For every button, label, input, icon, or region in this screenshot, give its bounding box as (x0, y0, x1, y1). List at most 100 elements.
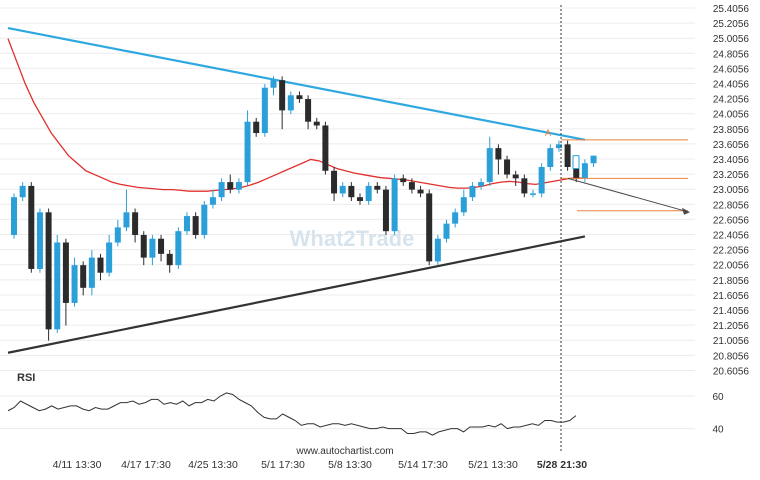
bullish-candle (547, 148, 554, 168)
resistance-trend-line (7, 26, 586, 141)
bullish-candle (581, 163, 588, 179)
bullish-candle (287, 95, 294, 111)
bearish-candle (140, 234, 147, 258)
source-url: www.autochartist.com (295, 446, 393, 457)
bullish-candle (469, 185, 476, 198)
bearish-candle (417, 189, 424, 194)
bearish-candle (408, 182, 415, 190)
time-tick-label: 4/11 13:30 (53, 459, 102, 471)
price-tick-label: 21.2056 (713, 321, 750, 332)
bearish-candle (521, 178, 528, 194)
price-tick-label: 24.6056 (713, 64, 750, 75)
bullish-candle (106, 242, 113, 273)
price-tick-label: 23.4056 (713, 155, 750, 166)
time-tick-label-current: 5/28 21:30 (537, 459, 587, 471)
bullish-candle (530, 193, 536, 195)
bearish-candle (192, 216, 199, 235)
bullish-candle (123, 212, 130, 228)
forming-candle (572, 155, 580, 170)
price-tick-label: 22.4056 (713, 231, 750, 242)
bearish-candle (45, 212, 52, 330)
price-tick-label: 22.2056 (713, 246, 750, 257)
bullish-candle (114, 227, 121, 243)
bullish-candle (460, 197, 467, 213)
price-tick-label: 24.8056 (713, 49, 750, 60)
time-tick-label: 5/14 17:30 (398, 459, 448, 471)
price-tick-label: 24.2056 (713, 95, 750, 106)
bearish-candle (504, 159, 511, 175)
bearish-candle (62, 242, 69, 303)
bullish-candle (244, 121, 251, 183)
moving-average-line (7, 38, 588, 192)
bullish-candle (391, 178, 398, 232)
bearish-candle (97, 257, 104, 273)
bearish-candle (28, 185, 35, 269)
bearish-candle (296, 95, 303, 100)
trend-lines (7, 26, 586, 354)
rsi-tick-label: 60 (712, 392, 724, 403)
price-tick-label: 25.0056 (713, 34, 750, 45)
price-tick-label: 23.2056 (713, 170, 750, 181)
bullish-candle (452, 212, 459, 224)
bearish-candle (426, 193, 433, 262)
bullish-candle (175, 231, 182, 266)
candlesticks (11, 76, 597, 341)
key-levels: A (545, 128, 690, 215)
bullish-candle (218, 182, 225, 198)
bearish-candle (132, 212, 139, 235)
time-tick-label: 5/8 13:30 (328, 459, 372, 471)
bearish-candle (166, 253, 173, 266)
price-axis: 25.4056 25.2056 25.0056 24.8056 24.6056 24.40… (713, 4, 750, 377)
bearish-candle (279, 80, 286, 111)
moving-average (7, 38, 588, 192)
price-tick-label: 23.0056 (713, 185, 750, 196)
price-tick-label: 24.4056 (713, 80, 750, 91)
bearish-candle (253, 121, 260, 134)
pattern-point-label: A (545, 128, 551, 138)
bullish-candle (339, 185, 346, 194)
bearish-candle (374, 185, 381, 190)
price-tick-label: 22.8056 (713, 200, 750, 211)
price-tick-label: 25.2056 (713, 19, 750, 30)
bearish-candle (564, 144, 571, 168)
time-axis: 4/11 13:30 4/17 17:30 4/25 13:30 5/1 17:30 5… (53, 459, 588, 471)
time-tick-label: 4/17 17:30 (121, 459, 171, 471)
rsi-line (7, 392, 577, 436)
price-tick-label: 23.8056 (713, 125, 750, 136)
price-tick-label: 21.0056 (713, 336, 750, 347)
bearish-candle (158, 238, 165, 254)
bearish-candle (305, 99, 312, 122)
time-tick-label: 5/21 13:30 (468, 459, 518, 471)
bullish-candle (201, 204, 208, 235)
bullish-candle (270, 80, 277, 88)
price-tick-label: 22.0056 (713, 261, 750, 272)
time-tick-label: 4/25 13:30 (188, 459, 238, 471)
bearish-candle (331, 170, 338, 194)
bullish-candle (149, 238, 156, 258)
bullish-candle (36, 212, 43, 269)
rsi-label: RSI (17, 372, 35, 384)
price-tick-label: 20.8056 (713, 351, 750, 362)
bullish-candle (478, 182, 485, 186)
price-tick-label: 25.4056 (713, 4, 750, 15)
forecast-arrowhead (682, 207, 690, 215)
bearish-candle (400, 178, 407, 183)
rsi-panel: 60 40 (0, 392, 724, 436)
bearish-candle (80, 265, 87, 288)
bullish-candle (88, 257, 95, 288)
bearish-candle (357, 197, 363, 201)
bullish-candle (54, 242, 61, 330)
bullish-candle (486, 148, 493, 183)
bullish-candle (235, 182, 242, 190)
bearish-candle (495, 148, 502, 160)
bullish-candle (555, 144, 562, 149)
price-tick-label: 20.6056 (713, 366, 750, 377)
bearish-candle (382, 189, 389, 232)
bearish-candle (227, 182, 234, 190)
bullish-candle (71, 265, 78, 303)
price-tick-label: 23.6056 (713, 140, 750, 151)
price-tick-label: 22.6056 (713, 215, 750, 226)
price-tick-label: 21.4056 (713, 306, 750, 317)
